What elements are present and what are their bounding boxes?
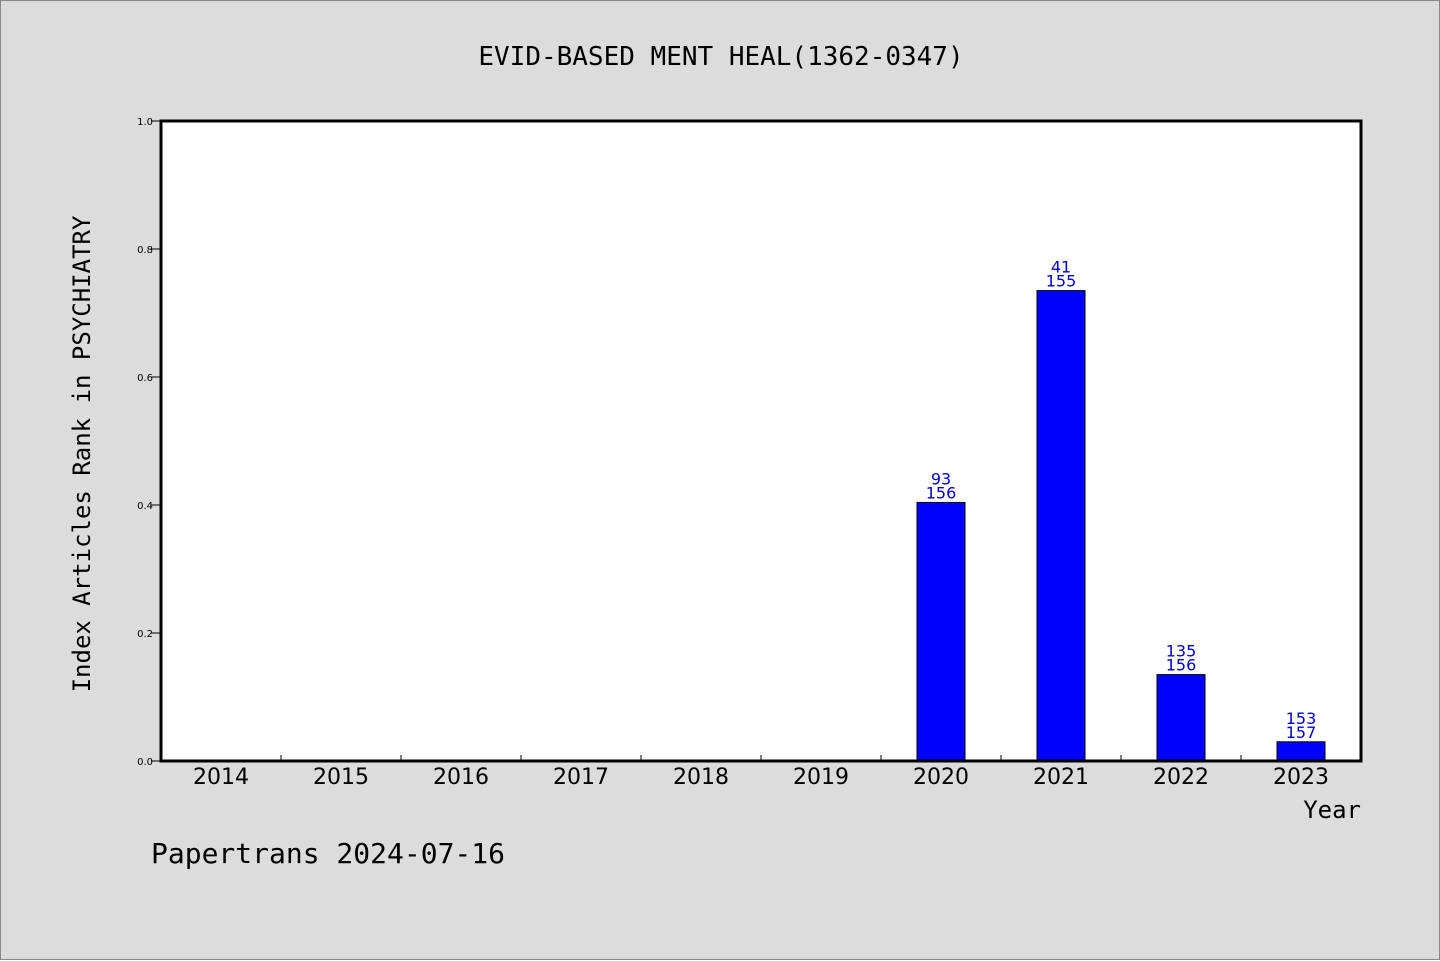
- bar-label-rank: 41: [1051, 258, 1071, 277]
- plot-area: [161, 121, 1361, 761]
- x-axis-label: Year: [1303, 796, 1361, 824]
- x-tick-label: 2019: [793, 765, 849, 790]
- y-tick-label: 0.0: [137, 757, 153, 768]
- x-tick-label: 2015: [313, 765, 369, 790]
- bar-label-rank: 153: [1286, 709, 1317, 728]
- bar-label-total: 156: [1166, 656, 1197, 675]
- x-tick-label: 2014: [193, 765, 249, 790]
- chart-title: EVID-BASED MENT HEAL(1362-0347): [478, 42, 963, 72]
- x-tick-label: 2022: [1153, 765, 1209, 790]
- bar-label-total: 156: [926, 483, 957, 502]
- y-tick-label: 0.2: [137, 629, 153, 640]
- bar-label-rank: 135: [1166, 642, 1197, 661]
- bar-2020: [916, 501, 966, 762]
- bar-2021: [1036, 290, 1086, 762]
- x-tick-label: 2023: [1273, 765, 1329, 790]
- bars: [916, 290, 1326, 762]
- footer-credit: Papertrans 2024-07-16: [151, 837, 505, 870]
- bar-2023: [1276, 741, 1326, 762]
- bar-label-total: 157: [1286, 723, 1317, 742]
- x-tick-label: 2017: [553, 765, 609, 790]
- x-tick-label: 2021: [1033, 765, 1089, 790]
- y-axis-ticks: 0.0 0.2 0.4 0.6 0.8 1.0: [137, 117, 161, 768]
- x-tick-label: 2020: [913, 765, 969, 790]
- bar-2022: [1156, 674, 1206, 762]
- plot-frame: [159, 119, 1363, 763]
- y-tick-label: 1.0: [137, 117, 153, 128]
- y-tick-label: 0.4: [137, 501, 153, 512]
- bar-label-total: 155: [1046, 272, 1077, 291]
- y-axis-label: Index Articles Rank in PSYCHIATRY: [68, 215, 96, 692]
- y-tick-label: 0.6: [137, 373, 153, 384]
- y-tick-label: 0.8: [137, 245, 153, 256]
- bar-label-rank: 93: [931, 469, 951, 488]
- x-tick-label: 2018: [673, 765, 729, 790]
- x-axis-ticks: 2014 2015 2016 2017 2018 2019 2020 2021 2022 2023: [193, 755, 1329, 790]
- x-tick-label: 2016: [433, 765, 489, 790]
